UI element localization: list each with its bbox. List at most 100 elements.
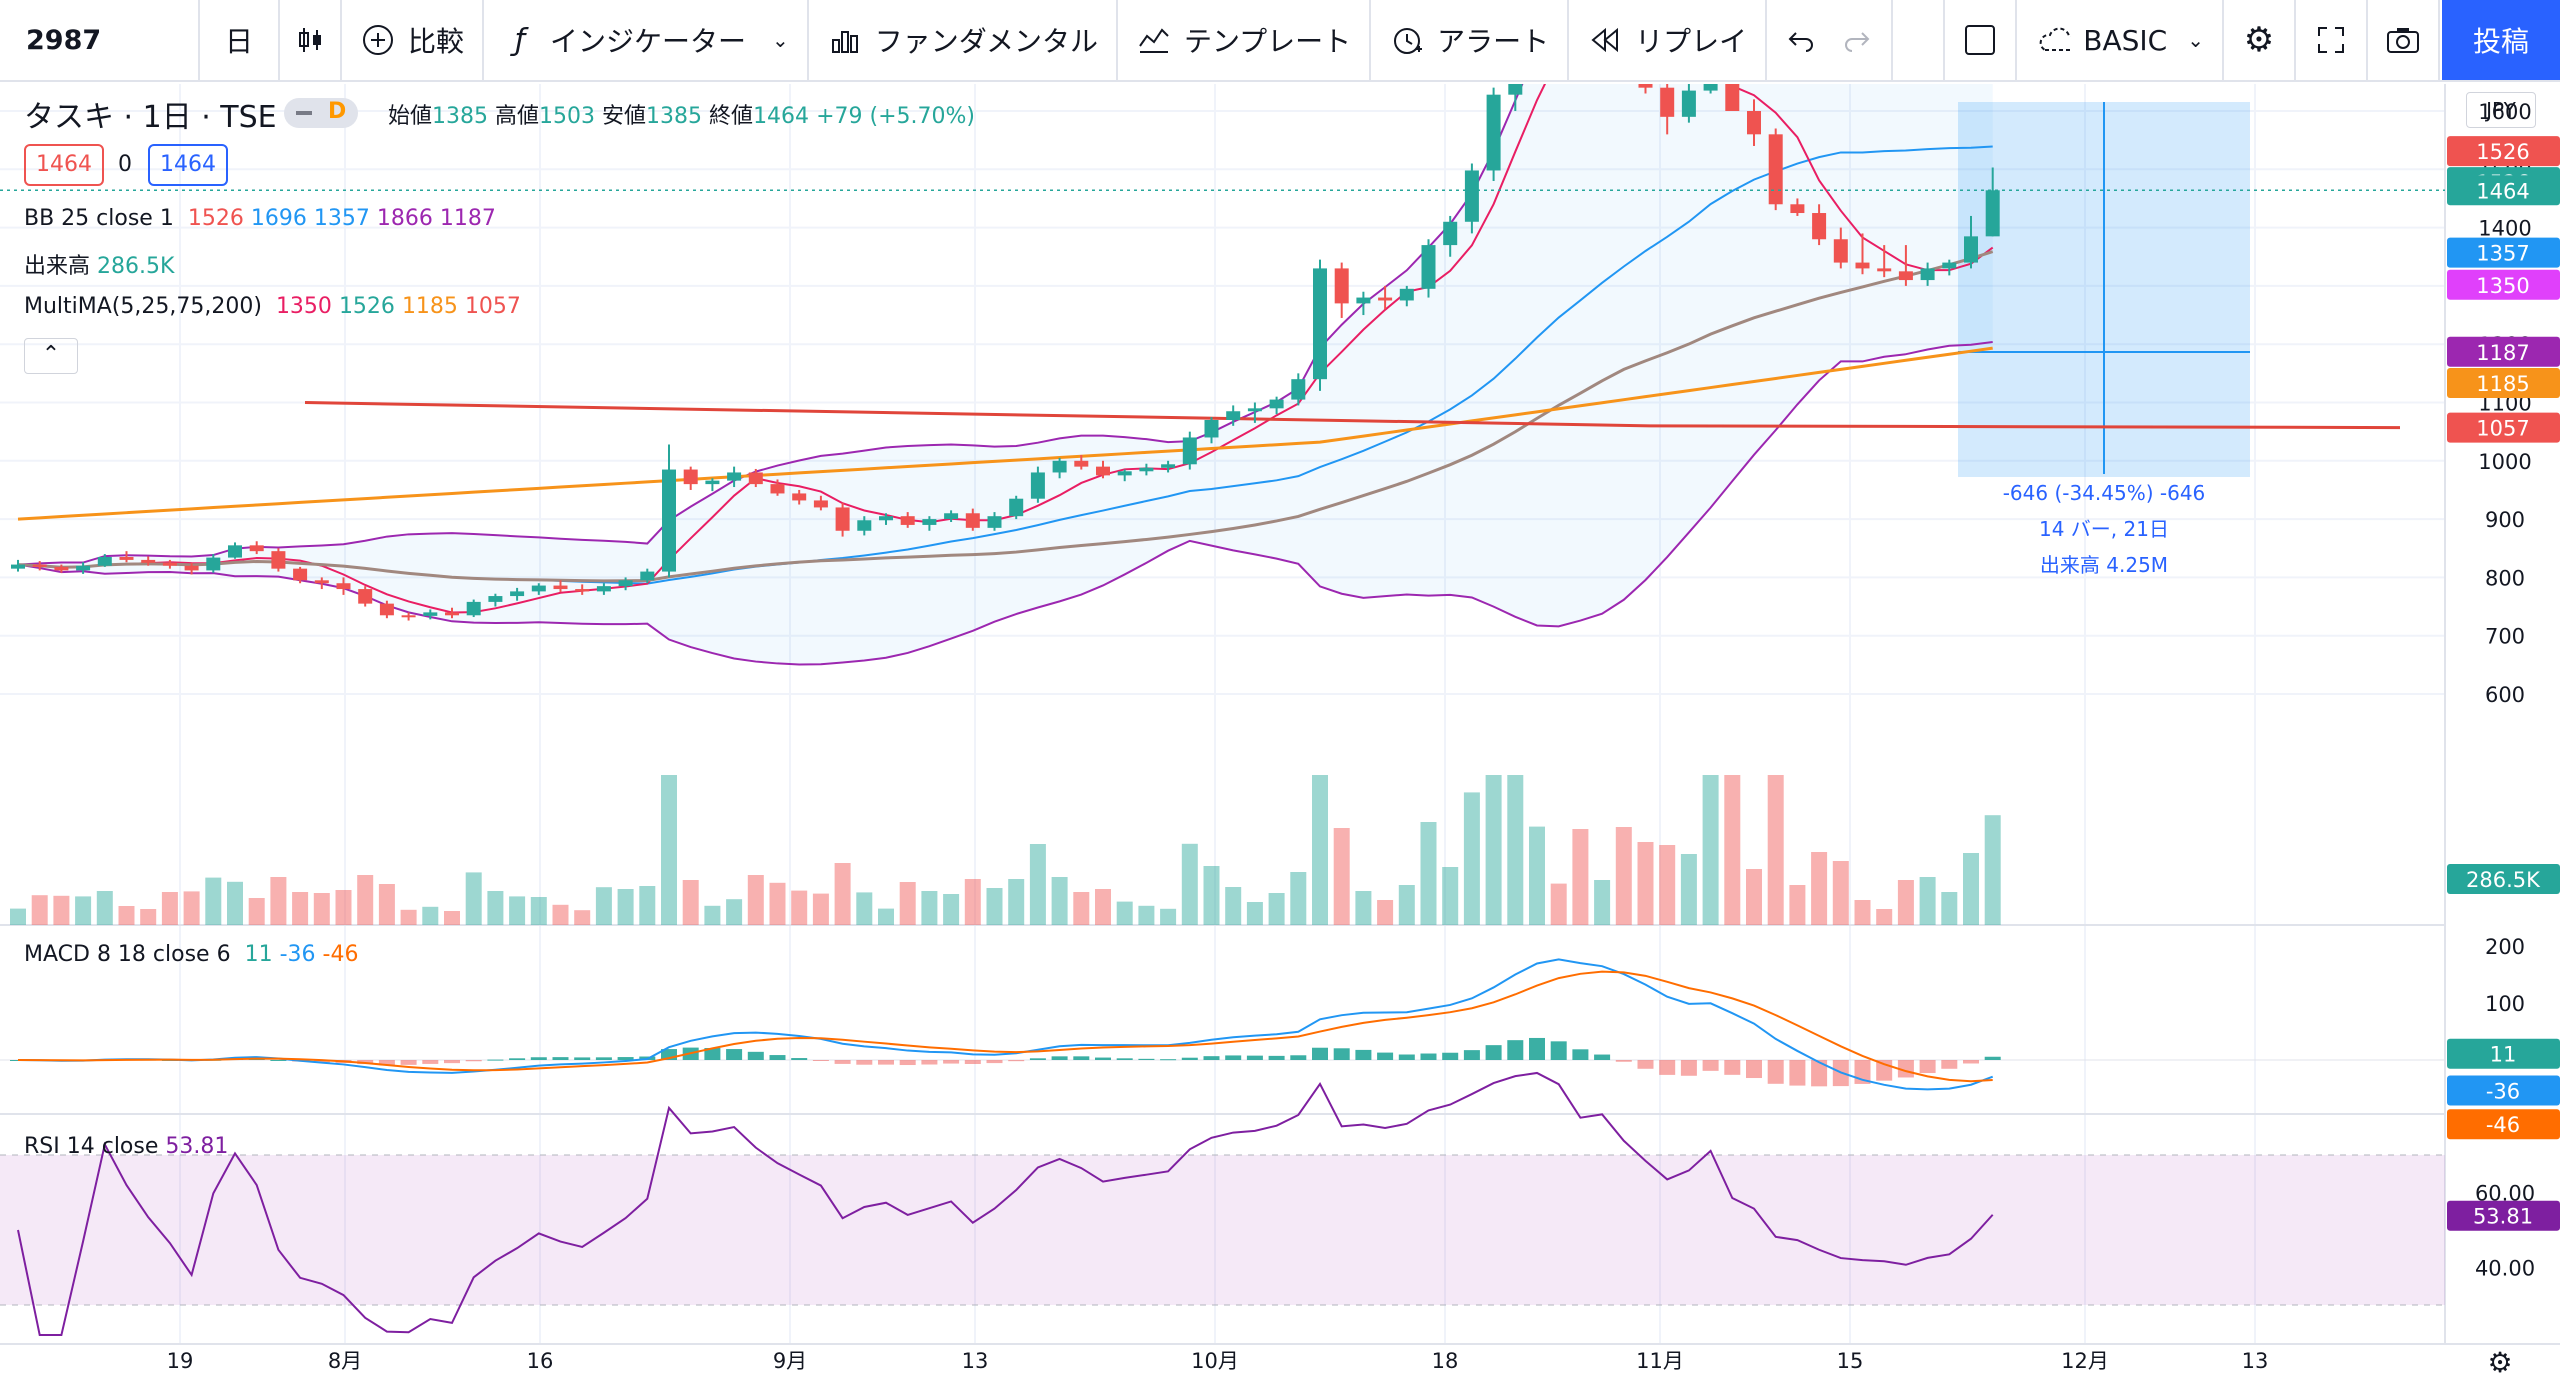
- settings-button[interactable]: ⚙: [2224, 0, 2296, 81]
- indicators-button[interactable]: ƒ インジケーター ⌄: [484, 0, 809, 81]
- compare-button[interactable]: 比較: [342, 0, 485, 81]
- volume-bar: [1789, 885, 1806, 925]
- macd-hist-bar: [812, 1060, 829, 1061]
- macd-hist-bar: [747, 1051, 764, 1060]
- volume-bar: [1507, 775, 1524, 925]
- volume-bar: [1333, 828, 1350, 925]
- candle-body: [879, 516, 893, 521]
- macd-hist-bar: [1919, 1060, 1936, 1074]
- ma75-line: [17, 250, 1994, 583]
- macd-hist-bar: [1811, 1060, 1828, 1087]
- candle-body: [119, 556, 134, 560]
- candle-body: [1638, 84, 1653, 88]
- volume-bar: [1312, 775, 1328, 925]
- macd-hist-bar: [1594, 1054, 1611, 1060]
- price-axis[interactable]: 6007008009001000110012001300140015001600…: [2447, 84, 2560, 1281]
- macd-hist-bar: [1160, 1059, 1177, 1061]
- signal-tag: [2447, 1109, 2560, 1140]
- candle-body: [510, 591, 525, 597]
- publish-button[interactable]: 投稿: [2442, 0, 2560, 80]
- volume-bar: [834, 863, 851, 925]
- macd-hist-bar: [313, 1060, 330, 1063]
- macd-hist-bar: [1984, 1056, 2001, 1060]
- bb-lower-line: [17, 340, 1993, 666]
- volume-bar: [1463, 792, 1480, 925]
- volume-bar: [812, 893, 829, 925]
- volume-bar: [161, 892, 178, 925]
- rsi-legend[interactable]: RSI 14 close 53.81: [24, 1134, 229, 1159]
- candle-body: [531, 585, 546, 592]
- bb-tag: [2447, 136, 2560, 167]
- volume-bar: [10, 908, 26, 925]
- candle-body: [1096, 466, 1110, 476]
- macd-hist-bar: [1138, 1058, 1155, 1060]
- rsi-tag-text: 53.81: [2473, 1205, 2533, 1229]
- layout-name-button[interactable]: BASIC ⌄: [2017, 0, 2224, 81]
- volume-bar: [75, 896, 92, 925]
- templates-button[interactable]: テンプレート: [1118, 0, 1372, 81]
- ohlc-values: 始値1385 高値1503 安値1385 終値1464 +79 (+5.70%): [388, 104, 975, 129]
- candle-body: [748, 472, 763, 485]
- macd-hist-bar: [1181, 1057, 1198, 1060]
- volume-bar: [400, 909, 417, 925]
- volume-bar: [1442, 867, 1459, 925]
- legend-title[interactable]: タスキ · 1日 · TSE: [24, 100, 277, 135]
- volume-legend[interactable]: 出来高 286.5K: [24, 254, 175, 279]
- sell-button[interactable]: 1464: [24, 144, 104, 186]
- chart-type-button[interactable]: [280, 0, 342, 81]
- fullscreen-icon: [2314, 22, 2348, 58]
- redo-icon[interactable]: [1841, 22, 1873, 58]
- macd-hist-tag: [2447, 1038, 2560, 1069]
- candle-body: [358, 589, 373, 604]
- volume-bar: [118, 906, 135, 925]
- symbol-search-button[interactable]: 2987: [0, 0, 200, 81]
- layout-toggle-button[interactable]: [1943, 0, 2018, 81]
- volume-bar: [1181, 843, 1198, 925]
- candle-body: [1833, 239, 1848, 263]
- buy-button[interactable]: 1464: [148, 144, 228, 186]
- bb-legend[interactable]: BB 25 close 1 1526 1696 1357 1866 1187: [24, 206, 496, 231]
- volume-bar: [1680, 854, 1697, 925]
- macd-hist-bar: [574, 1057, 591, 1060]
- volume-bar: [31, 895, 48, 925]
- multima-legend[interactable]: MultiMA(5,25,75,200) 1350 1526 1185 1057: [24, 294, 521, 319]
- volume-bar: [292, 892, 309, 925]
- rewind-icon: [1587, 22, 1623, 58]
- interval-button[interactable]: 日: [200, 0, 280, 81]
- candle-body: [1291, 379, 1306, 400]
- macd-hist-bar: [595, 1057, 612, 1060]
- collapse-legend-button[interactable]: ⌃: [24, 338, 78, 374]
- replay-button[interactable]: リプレイ: [1569, 0, 1768, 81]
- candle-body: [1681, 90, 1696, 117]
- candle-body: [1117, 471, 1132, 476]
- screenshot-button[interactable]: [2368, 0, 2440, 81]
- cloud-icon: [2035, 22, 2072, 58]
- macd-hist-bar: [1095, 1057, 1111, 1060]
- macd-hist-bar: [1225, 1055, 1242, 1060]
- fullscreen-button[interactable]: [2296, 0, 2368, 81]
- macd-hist-bar: [661, 1049, 677, 1060]
- alert-button[interactable]: アラート: [1371, 0, 1570, 81]
- volume-bar: [1811, 852, 1828, 925]
- ma200-tag-text: 1057: [2476, 417, 2529, 441]
- volume-bar: [878, 908, 894, 925]
- currency-button[interactable]: JPY: [2466, 92, 2536, 128]
- volume-bar: [1095, 889, 1111, 925]
- macd-hist-bar: [943, 1060, 960, 1064]
- candle-body: [1768, 134, 1783, 205]
- volume-bar: [509, 896, 526, 925]
- macd-hist-bar: [1529, 1037, 1545, 1060]
- volume-bar: [1051, 877, 1068, 925]
- undo-icon[interactable]: [1785, 22, 1817, 58]
- time-axis[interactable]: 19 8月 16 9月 13 10月 18 11月 15 12月 13 ⚙: [167, 1346, 2513, 1379]
- macd-pane: [0, 958, 2445, 1091]
- candle-body: [1486, 94, 1501, 171]
- fundamentals-button[interactable]: ファンダメンタル: [809, 0, 1118, 81]
- macd-legend[interactable]: MACD 8 18 close 6 11 -36 -46: [24, 942, 359, 967]
- chart-grid: [0, 84, 2560, 1345]
- macd-hist-bar: [1203, 1056, 1220, 1060]
- macd-hist-bar: [378, 1060, 395, 1065]
- chevron-down-icon: ⌄: [772, 28, 789, 52]
